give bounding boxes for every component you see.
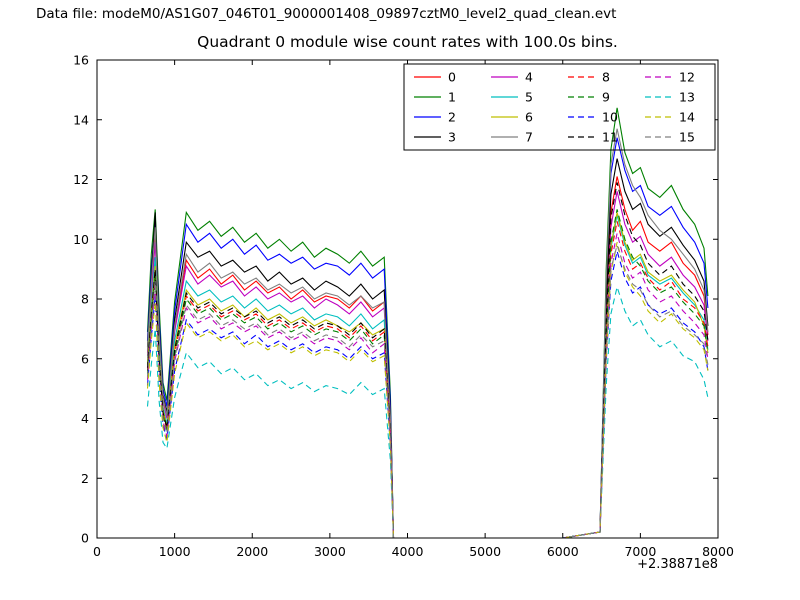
series-line-0 [146, 176, 709, 539]
legend-label-13: 13 [679, 90, 695, 105]
series-line-12 [146, 233, 709, 539]
legend-label-4: 4 [525, 70, 533, 85]
legend-label-8: 8 [602, 70, 610, 85]
legend-label-7: 7 [525, 130, 533, 145]
y-tick-label: 10 [73, 232, 89, 247]
series-line-2 [146, 137, 709, 539]
data-file-label: Data file: modeM0/AS1G07_046T01_90000014… [36, 6, 617, 22]
y-tick-label: 4 [81, 411, 89, 426]
legend-label-5: 5 [525, 90, 533, 105]
x-tick-label: 3000 [314, 544, 346, 559]
x-tick-label: 2000 [236, 544, 268, 559]
x-tick-label: 8000 [702, 544, 734, 559]
legend-label-1: 1 [448, 90, 456, 105]
y-tick-label: 16 [73, 53, 89, 68]
series-line-3 [146, 158, 709, 539]
legend-label-15: 15 [679, 130, 695, 145]
series-line-1 [146, 107, 709, 539]
x-tick-label: 1000 [159, 544, 191, 559]
series-line-4 [146, 191, 709, 539]
series-line-5 [146, 215, 709, 539]
chart-title: Quadrant 0 module wise count rates with … [197, 33, 618, 51]
series-line-13 [146, 284, 709, 539]
series-line-14 [146, 242, 709, 539]
legend-label-9: 9 [602, 90, 610, 105]
series-line-8 [146, 221, 709, 539]
legend-background [404, 64, 715, 150]
series-line-9 [146, 209, 709, 539]
x-tick-label: 5000 [469, 544, 501, 559]
legend-label-12: 12 [679, 70, 695, 85]
x-tick-label: 0 [93, 544, 101, 559]
legend-frame [403, 63, 716, 151]
legend-label-11: 11 [602, 130, 618, 145]
y-tick-label: 14 [73, 112, 89, 127]
series-line-15 [146, 243, 709, 539]
series-line-6 [146, 212, 709, 539]
y-tick-label: 12 [73, 172, 89, 187]
legend-label-6: 6 [525, 110, 533, 125]
x-tick-label: 7000 [624, 544, 656, 559]
x-tick-label: 6000 [547, 544, 579, 559]
y-tick-label: 2 [81, 471, 89, 486]
y-tick-label: 6 [81, 351, 89, 366]
x-axis-offset-label: +2.38871e8 [637, 557, 718, 572]
series-line-11 [146, 182, 709, 539]
series-line-7 [146, 128, 709, 539]
x-tick-label: 4000 [392, 544, 424, 559]
legend-label-14: 14 [679, 110, 695, 125]
legend-label-3: 3 [448, 130, 456, 145]
legend-label-2: 2 [448, 110, 456, 125]
y-tick-label: 0 [81, 531, 89, 546]
axes-frame [96, 59, 719, 539]
y-tick-label: 8 [81, 292, 89, 307]
legend-label-0: 0 [448, 70, 456, 85]
series-line-10 [146, 251, 709, 539]
legend-label-10: 10 [602, 110, 618, 125]
